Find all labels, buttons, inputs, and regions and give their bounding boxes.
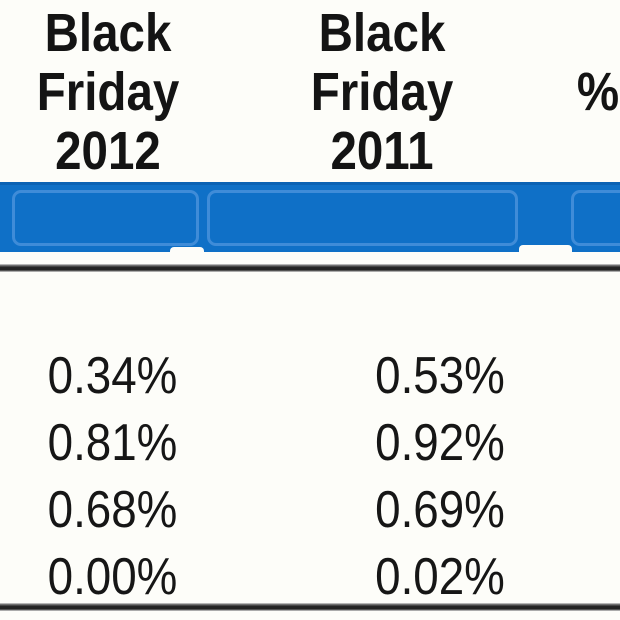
column-header-percent-truncated: % [576, 62, 620, 122]
band-bottom-notch-1 [170, 247, 204, 252]
table-row: 0.68% 0.69% [0, 477, 620, 544]
highlight-cell-outline-2 [207, 190, 518, 246]
table-row: 0.00% 0.02% [0, 544, 620, 611]
highlight-cell-outline-3 [571, 190, 620, 246]
highlight-cell-outline-1 [12, 190, 199, 246]
header-divider-rule [0, 264, 620, 272]
cell-bf2011-row2: 0.92% [375, 414, 505, 472]
cell-bf2012-row3: 0.68% [47, 481, 178, 539]
table-bottom-rule [0, 603, 620, 611]
cell-bf2012-row4: 0.00% [47, 548, 178, 606]
column-header-black-friday-2012: Black Friday 2012 [36, 3, 180, 181]
cell-bf2011-row3: 0.69% [375, 481, 505, 539]
highlighted-header-row [0, 182, 620, 252]
cell-bf2011-row1: 0.53% [375, 347, 505, 405]
cell-bf2012-row2: 0.81% [47, 414, 178, 472]
column-header-black-friday-2011: Black Friday 2011 [310, 3, 454, 181]
table-row: 0.34% 0.53% [0, 343, 620, 410]
table-row: 0.81% 0.92% [0, 410, 620, 477]
cell-bf2012-row1: 0.34% [47, 347, 178, 405]
band-bottom-notch-2 [519, 245, 572, 252]
cell-bf2011-row4: 0.02% [375, 548, 505, 606]
